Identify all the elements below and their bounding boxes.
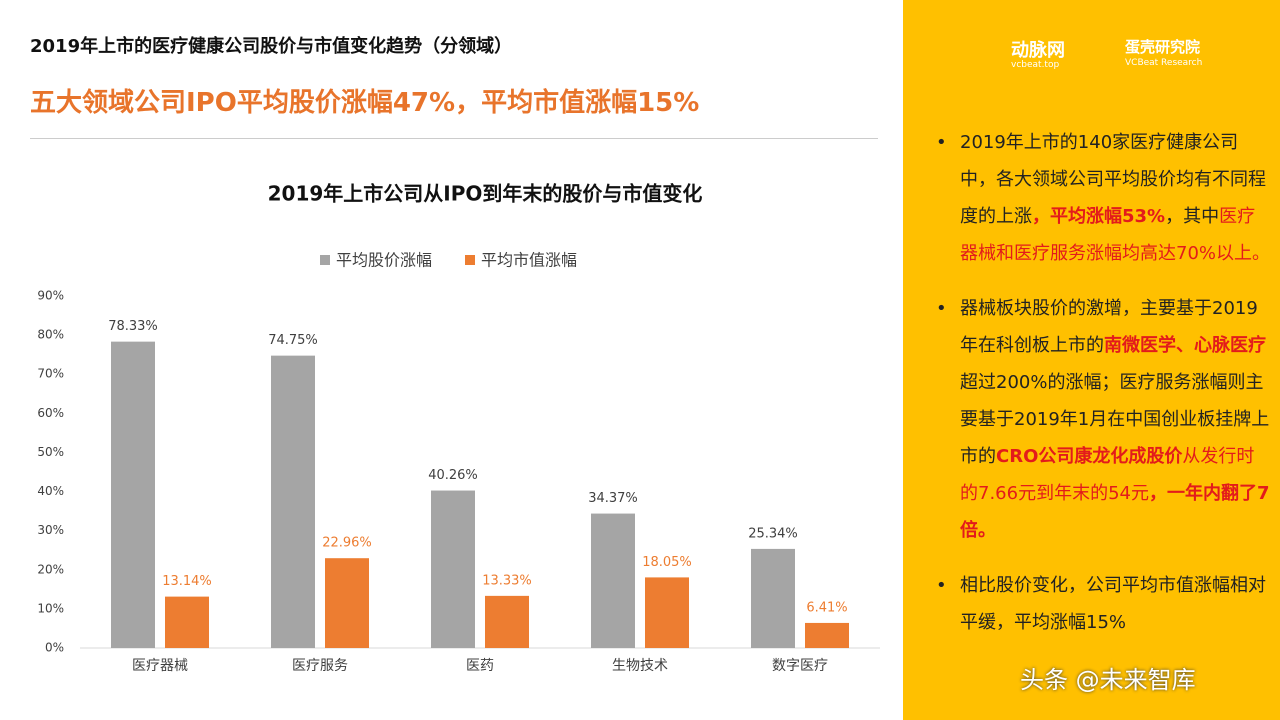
bar bbox=[591, 513, 635, 648]
bullet-text: ，平均涨幅53% bbox=[1032, 206, 1166, 227]
bullet-text: 器械板块股价的激增，主要基于2019年在科创板上市的 bbox=[960, 298, 1258, 356]
legend-swatch bbox=[320, 255, 330, 265]
bullet-text: 2019年上市的140家医疗健康公司中，各大领域公司平均股价均有不同程度的上涨 bbox=[960, 132, 1266, 227]
divider bbox=[30, 138, 878, 139]
y-tick-label: 90% bbox=[37, 289, 64, 303]
bar bbox=[645, 577, 689, 648]
bullet-text: 南微医学、心脉医疗 bbox=[1104, 335, 1266, 356]
bullet: 相比股价变化，公司平均市值涨幅相对平缓，平均涨幅15% bbox=[930, 567, 1270, 641]
bullet-text: 医疗器械和医疗服务涨幅均高达70%以上。 bbox=[960, 206, 1271, 264]
slide-title: 2019年上市的医疗健康公司股价与市值变化趋势（分领域） bbox=[30, 36, 513, 57]
y-tick-label: 40% bbox=[37, 484, 64, 498]
brand-name: 动脉网 bbox=[1011, 40, 1065, 61]
value-label: 74.75% bbox=[268, 333, 318, 348]
y-tick-label: 50% bbox=[37, 445, 64, 459]
x-tick-label: 生物技术 bbox=[612, 658, 668, 674]
value-label: 40.26% bbox=[428, 468, 478, 483]
x-tick-label: 医疗器械 bbox=[132, 658, 188, 674]
bullet-text: 相比股价变化，公司平均市值涨幅相对平缓，平均涨幅15% bbox=[960, 575, 1266, 633]
slide-subtitle: 五大领域公司IPO平均股价涨幅47%，平均市值涨幅15% bbox=[30, 88, 700, 118]
bar bbox=[165, 596, 209, 648]
value-label: 34.37% bbox=[588, 491, 638, 506]
chart-title: 2019年上市公司从IPO到年末的股价与市值变化 bbox=[268, 182, 703, 206]
bullet: 器械板块股价的激增，主要基于2019年在科创板上市的南微医学、心脉医疗超过200… bbox=[930, 290, 1270, 549]
value-label: 13.14% bbox=[162, 574, 212, 589]
y-tick-label: 20% bbox=[37, 562, 64, 576]
brand-name: 蛋壳研究院 bbox=[1125, 38, 1201, 56]
x-tick-label: 医药 bbox=[466, 658, 494, 674]
y-tick-label: 0% bbox=[45, 641, 64, 655]
watermark: 头条 @未来智库 bbox=[1020, 666, 1196, 694]
bullet-text: ，其中 bbox=[1165, 206, 1220, 227]
bar bbox=[111, 341, 155, 648]
value-label: 22.96% bbox=[322, 536, 372, 551]
x-tick-label: 数字医疗 bbox=[772, 658, 828, 674]
value-label: 6.41% bbox=[806, 600, 847, 615]
y-tick-label: 30% bbox=[37, 523, 64, 537]
logos: 动脉网 vcbeat.top 蛋壳研究院 VCBeat Research bbox=[975, 36, 1235, 76]
legend-label: 平均股价涨幅 bbox=[336, 251, 432, 270]
chart: 2019年上市公司从IPO到年末的股价与市值变化 0% 10% 20% 30% 40% 5… bbox=[37, 182, 880, 674]
brand-url: vcbeat.top bbox=[1011, 60, 1060, 70]
y-tick-label: 60% bbox=[37, 406, 64, 420]
x-tick-label: 医疗服务 bbox=[292, 658, 348, 674]
y-tick-label: 80% bbox=[37, 328, 64, 342]
y-tick-label: 10% bbox=[37, 601, 64, 615]
bar bbox=[271, 355, 315, 648]
bullet-text: CRO公司康龙化成股价 bbox=[996, 446, 1183, 467]
bullet-list: 2019年上市的140家医疗健康公司中，各大领域公司平均股价均有不同程度的上涨，… bbox=[930, 124, 1270, 659]
bar bbox=[485, 595, 529, 648]
value-label: 18.05% bbox=[642, 555, 692, 570]
bullet-text: 从发行时的7.66元到年末的54元 bbox=[960, 446, 1255, 504]
legend-swatch bbox=[465, 255, 475, 265]
bullet-text: 超过200%的涨幅；医疗服务涨幅则主要基于2019年1月在中国创业板挂牌上市的 bbox=[960, 372, 1270, 467]
bar bbox=[805, 622, 849, 648]
bar bbox=[751, 548, 795, 648]
legend-label: 平均市值涨幅 bbox=[481, 251, 577, 270]
bullet: 2019年上市的140家医疗健康公司中，各大领域公司平均股价均有不同程度的上涨，… bbox=[930, 124, 1270, 272]
bar bbox=[431, 490, 475, 648]
value-label: 78.33% bbox=[108, 319, 158, 334]
bar bbox=[325, 558, 369, 648]
bullet-text: ，一年内翻了7倍。 bbox=[960, 483, 1270, 541]
value-label: 25.34% bbox=[748, 526, 798, 541]
brand-sub: VCBeat Research bbox=[1125, 58, 1203, 68]
value-label: 13.33% bbox=[482, 573, 532, 588]
y-tick-label: 70% bbox=[37, 367, 64, 381]
